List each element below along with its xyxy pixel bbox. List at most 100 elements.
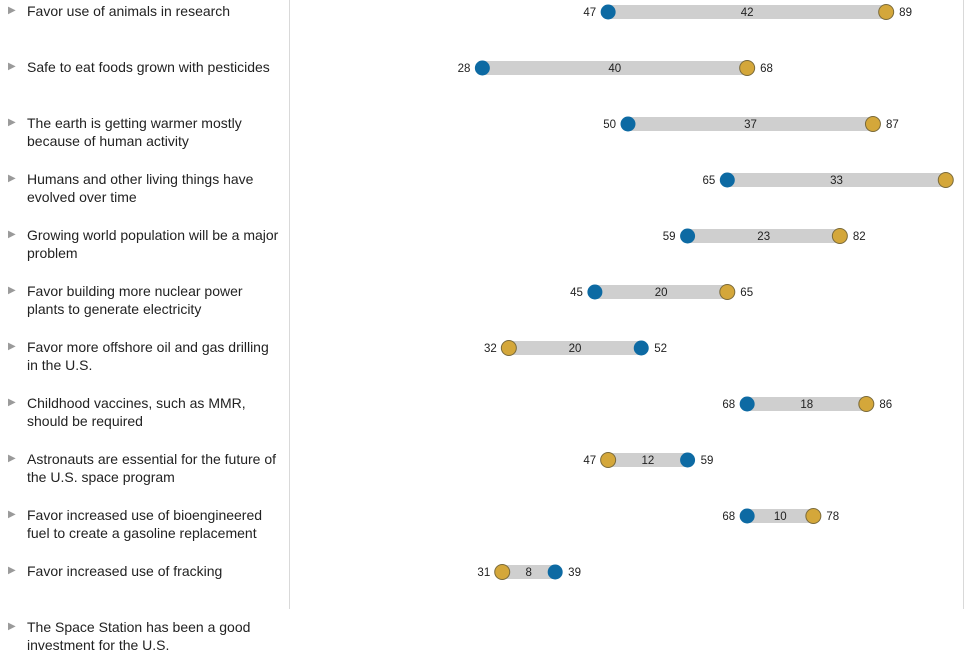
row-label: ▶ Growing world population will be a majo… [8,226,283,262]
gold-value-label: 82 [853,231,866,243]
blue-dot [739,508,755,524]
gap-label: 42 [741,7,754,19]
label-divider [289,0,290,609]
range-bar [628,117,873,131]
row-label: ▶ Favor building more nuclear power plant… [8,282,283,318]
gold-dot [600,452,617,468]
row-label: ▶ Humans and other living things have evo… [8,170,283,206]
row-label: ▶ The earth is getting warmer mostly beca… [8,114,283,150]
blue-value-label: 68 [722,399,735,411]
gap-label: 37 [744,119,757,131]
blue-value-label: 50 [603,119,616,131]
row-label: ▶ Favor use of animals in research [8,2,283,20]
blue-value-label: 52 [654,343,667,355]
range-bar [594,285,728,299]
row-label: ▶ Astronauts are essential for the future… [8,450,283,486]
row-label-text: Safe to eat foods grown with pesticides [27,59,270,75]
gold-dot [831,228,848,244]
blue-dot [474,60,490,76]
gold-value-label: 32 [484,343,497,355]
range-bar [608,453,688,467]
expand-arrow-icon[interactable]: ▶ [8,285,16,296]
row-label: ▶ Favor increased use of bioengineered fu… [8,506,283,542]
range-bar [508,341,642,355]
gold-value-label: 86 [879,399,892,411]
row-label: ▶ The Space Station has been a good inves… [8,618,283,654]
row-label-text: The Space Station has been a good invest… [27,619,251,653]
expand-arrow-icon[interactable]: ▶ [8,173,16,184]
gap-label: 18 [800,399,813,411]
expand-arrow-icon[interactable]: ▶ [8,621,16,632]
dumbbell-chart: ▶ Favor use of animals in research ▶ Safe t… [8,0,964,653]
gold-value-label: 31 [477,567,490,579]
blue-dot [719,172,735,188]
row-label-text: Favor building more nuclear power plants… [27,283,243,317]
blue-dot [620,116,636,132]
gap-label: 12 [641,455,654,467]
expand-arrow-icon[interactable]: ▶ [8,341,16,352]
gold-dot [719,284,736,300]
row-label: ▶ Favor more offshore oil and gas drillin… [8,338,283,374]
gold-dot [805,508,822,524]
blue-dot [680,452,696,468]
expand-arrow-icon[interactable]: ▶ [8,565,16,576]
blue-value-label: 65 [703,175,716,187]
expand-arrow-icon[interactable]: ▶ [8,509,16,520]
blue-dot [547,564,563,580]
gap-label: 40 [608,63,621,75]
gold-value-label: 65 [740,287,753,299]
row-label-text: The earth is getting warmer mostly becau… [27,115,242,149]
gap-label: 20 [655,287,668,299]
blue-dot [739,396,755,412]
gold-value-label: 47 [583,455,596,467]
expand-arrow-icon[interactable]: ▶ [8,61,16,72]
gold-value-label: 89 [899,7,912,19]
row-label-text: Favor use of animals in research [27,3,231,19]
gold-dot [878,4,895,20]
gold-dot [494,564,511,580]
blue-dot [587,284,603,300]
blue-dot [680,228,696,244]
row-label-text: Growing world population will be a major… [27,227,279,261]
blue-value-label: 39 [568,567,581,579]
gold-dot [937,172,954,188]
expand-arrow-icon[interactable]: ▶ [8,117,16,128]
blue-value-label: 47 [583,7,596,19]
plot-area: 42 47 89 40 28 68 37 50 87 33 65 23 59 82 20 45 65 20 52 32… [458,4,954,580]
blue-value-label: 59 [663,231,676,243]
expand-arrow-icon[interactable]: ▶ [8,5,16,16]
gap-label: 10 [774,511,787,523]
blue-value-label: 68 [722,511,735,523]
gap-label: 23 [757,231,770,243]
expand-arrow-icon[interactable]: ▶ [8,453,16,464]
row-label-text: Childhood vaccines, such as MMR, should … [27,395,246,429]
range-bar [608,5,887,19]
blue-value-label: 28 [458,63,471,75]
gold-value-label: 68 [760,63,773,75]
gold-value-label: 87 [886,119,899,131]
row-label-text: Humans and other living things have evol… [27,171,254,205]
gold-value-label: 78 [826,511,839,523]
range-bar [502,565,556,579]
gold-dot [864,116,881,132]
gold-dot [739,60,756,76]
row-label: ▶ Childhood vaccines, such as MMR, should… [8,394,283,430]
row-label-text: Favor increased use of bioengineered fue… [27,507,263,541]
expand-arrow-icon[interactable]: ▶ [8,229,16,240]
right-border [963,0,964,609]
range-bar [747,509,814,523]
row-label-text: Favor more offshore oil and gas drilling… [27,339,269,373]
row-label-text: Astronauts are essential for the future … [27,451,277,485]
range-bar [482,61,748,75]
gap-label: 8 [525,567,531,579]
blue-dot [633,340,649,356]
expand-arrow-icon[interactable]: ▶ [8,397,16,408]
row-label: ▶ Favor increased use of fracking [8,562,283,580]
gap-label: 33 [830,175,843,187]
blue-value-label: 45 [570,287,583,299]
gold-dot [858,396,875,412]
blue-value-label: 59 [701,455,714,467]
gap-label: 20 [569,343,582,355]
blue-dot [600,4,616,20]
gold-dot [500,340,517,356]
